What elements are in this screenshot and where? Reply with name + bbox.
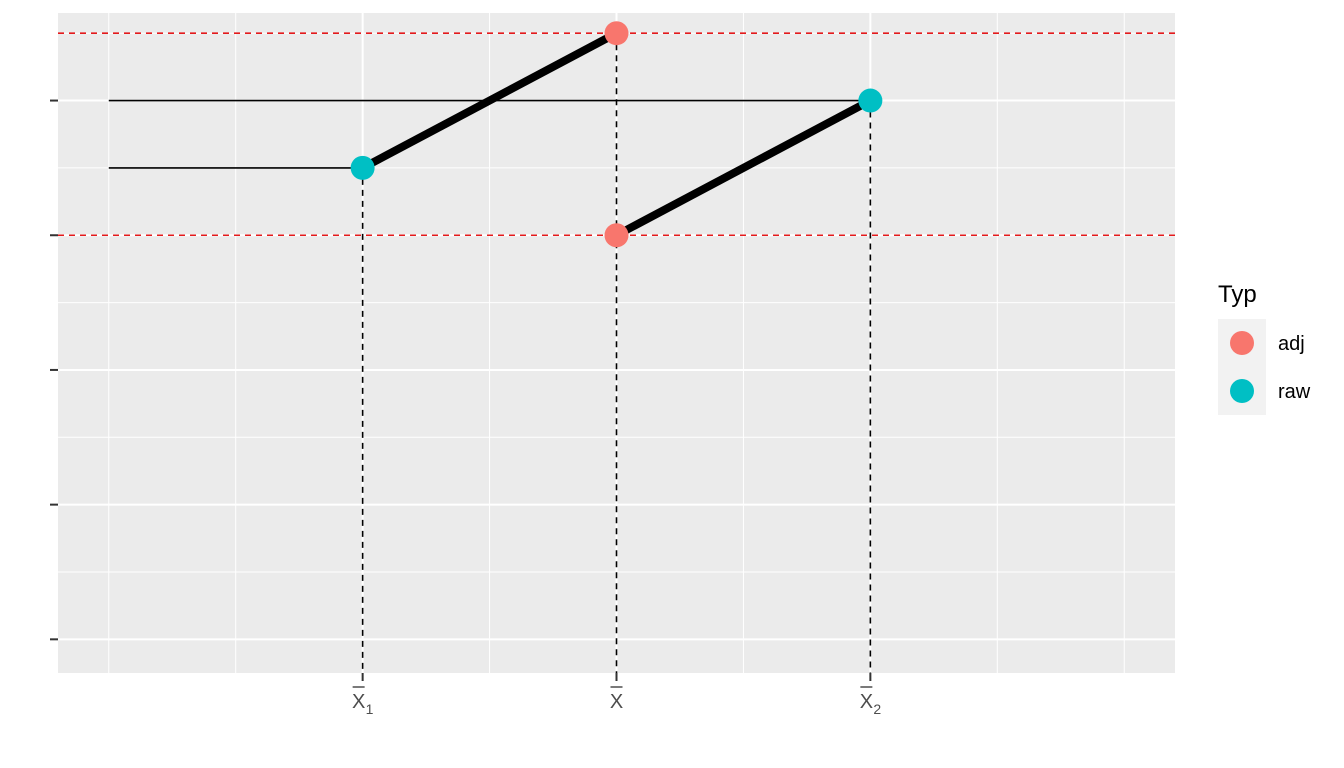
data-point-adj: [604, 223, 629, 248]
data-points: [350, 21, 883, 248]
legend: Typ adj raw: [1218, 281, 1311, 415]
x-tick-label-subscript: 2: [873, 701, 881, 717]
x-tick-label-subscript: 1: [366, 701, 374, 717]
reference-lines: [58, 32, 1175, 673]
data-point-raw: [350, 155, 375, 180]
thick-segments: [360, 29, 873, 239]
legend-title: Typ: [1218, 281, 1257, 308]
x-tick-label: X: [860, 691, 873, 713]
thick-segment: [614, 97, 873, 239]
x-tick-label: X: [610, 691, 623, 713]
legend-label-raw: raw: [1278, 381, 1311, 403]
data-point-adj: [604, 21, 629, 46]
legend-label-adj: adj: [1278, 333, 1305, 355]
data-point-raw: [858, 88, 883, 113]
legend-key-raw-swatch: [1230, 379, 1254, 403]
thick-segment: [360, 29, 619, 172]
legend-key-adj-swatch: [1230, 331, 1254, 355]
x-tick-label: X: [352, 691, 365, 713]
